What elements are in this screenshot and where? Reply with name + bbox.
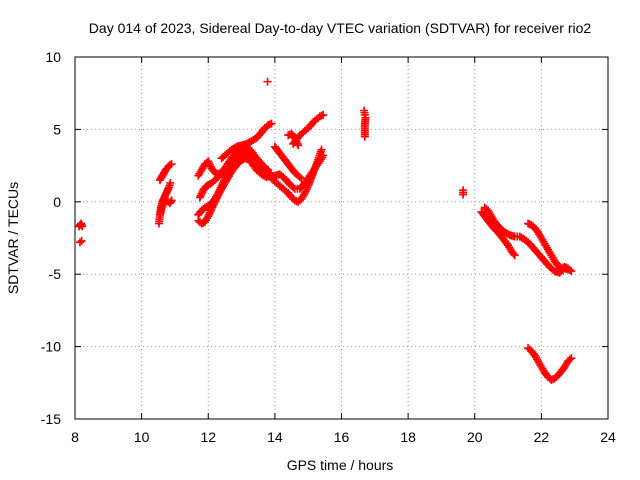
data-series-arc-14c	[270, 142, 306, 183]
y-axis-label: SDTVAR / TECUs	[5, 182, 21, 294]
data-point	[204, 212, 213, 221]
data-series-arc-14b	[270, 151, 328, 193]
data-series-arc-13a	[217, 119, 276, 163]
grid-lines	[75, 57, 608, 419]
data-point	[205, 160, 214, 169]
data-point	[565, 355, 574, 364]
data-series-arc-08a	[74, 219, 87, 231]
x-tick-label: 18	[400, 429, 416, 445]
data-point	[317, 145, 326, 154]
data-point	[360, 132, 369, 141]
data-point	[295, 173, 304, 182]
data-point	[167, 160, 176, 169]
data-point	[205, 208, 214, 217]
data-series-arc-14e	[284, 129, 303, 150]
data-point	[215, 187, 224, 196]
data-series-arc-22	[524, 344, 576, 384]
x-tick-label: 10	[134, 429, 150, 445]
data-point	[216, 183, 225, 192]
data-point	[300, 189, 309, 198]
data-point	[267, 119, 276, 128]
y-tick-label: -15	[41, 411, 61, 427]
x-tick-label: 12	[200, 429, 216, 445]
data-point	[166, 197, 175, 206]
data-series-arc-10a	[155, 160, 176, 185]
data-point	[197, 189, 206, 198]
data-point	[301, 187, 310, 196]
data-series-arc-13b	[244, 147, 273, 174]
data-points	[74, 77, 576, 384]
x-tick-labels: 8 10 12 14 16 18 20 22 24	[71, 429, 616, 445]
data-point	[294, 141, 303, 150]
data-point	[567, 354, 576, 363]
data-point	[78, 222, 87, 231]
data-point	[205, 210, 214, 219]
data-point	[264, 165, 273, 174]
y-tick-label: -5	[49, 266, 62, 282]
data-point	[214, 189, 223, 198]
data-point	[77, 236, 86, 245]
chart-title: Day 014 of 2023, Sidereal Day-to-day VTE…	[89, 20, 592, 36]
data-point	[263, 77, 272, 86]
data-point	[565, 265, 574, 274]
data-point	[206, 206, 215, 215]
data-point	[75, 238, 84, 247]
data-point	[509, 249, 518, 258]
data-point	[166, 178, 175, 187]
data-series-arc-13c	[263, 77, 272, 86]
y-tick-label: 5	[53, 121, 61, 137]
data-series-arc-19	[459, 186, 468, 199]
y-tick-labels: -15 -10 -5 0 5 10	[41, 49, 61, 427]
data-point	[290, 134, 299, 143]
data-point	[297, 174, 306, 183]
data-point	[215, 185, 224, 194]
data-point	[292, 137, 301, 146]
data-point	[196, 191, 205, 200]
x-tick-label: 16	[334, 429, 350, 445]
data-point	[510, 251, 519, 260]
x-tick-label: 8	[71, 429, 79, 445]
data-series-arc-10c	[155, 196, 176, 219]
data-point	[167, 196, 176, 205]
plot-frame	[74, 56, 609, 420]
data-point	[293, 139, 302, 148]
y-tick-label: 10	[45, 49, 61, 65]
data-point	[459, 190, 468, 199]
x-axis-label: GPS time / hours	[287, 457, 394, 473]
data-point	[265, 170, 274, 179]
data-series-arc-08b	[75, 236, 86, 247]
data-series-arc-21	[524, 219, 576, 276]
data-point	[262, 164, 271, 173]
y-tick-label: 0	[53, 194, 61, 210]
data-point	[291, 135, 300, 144]
x-tick-label: 22	[534, 429, 550, 445]
data-point	[319, 110, 328, 119]
y-tick-label: -10	[41, 339, 61, 355]
data-point	[204, 157, 213, 166]
x-tick-label: 14	[267, 429, 283, 445]
x-tick-label: 20	[467, 429, 483, 445]
data-point	[289, 183, 298, 192]
x-tick-label: 24	[600, 429, 616, 445]
data-point	[319, 151, 328, 160]
data-point	[567, 267, 576, 276]
data-point	[205, 159, 214, 168]
data-series-arc-16	[360, 106, 370, 141]
data-point	[195, 193, 204, 202]
